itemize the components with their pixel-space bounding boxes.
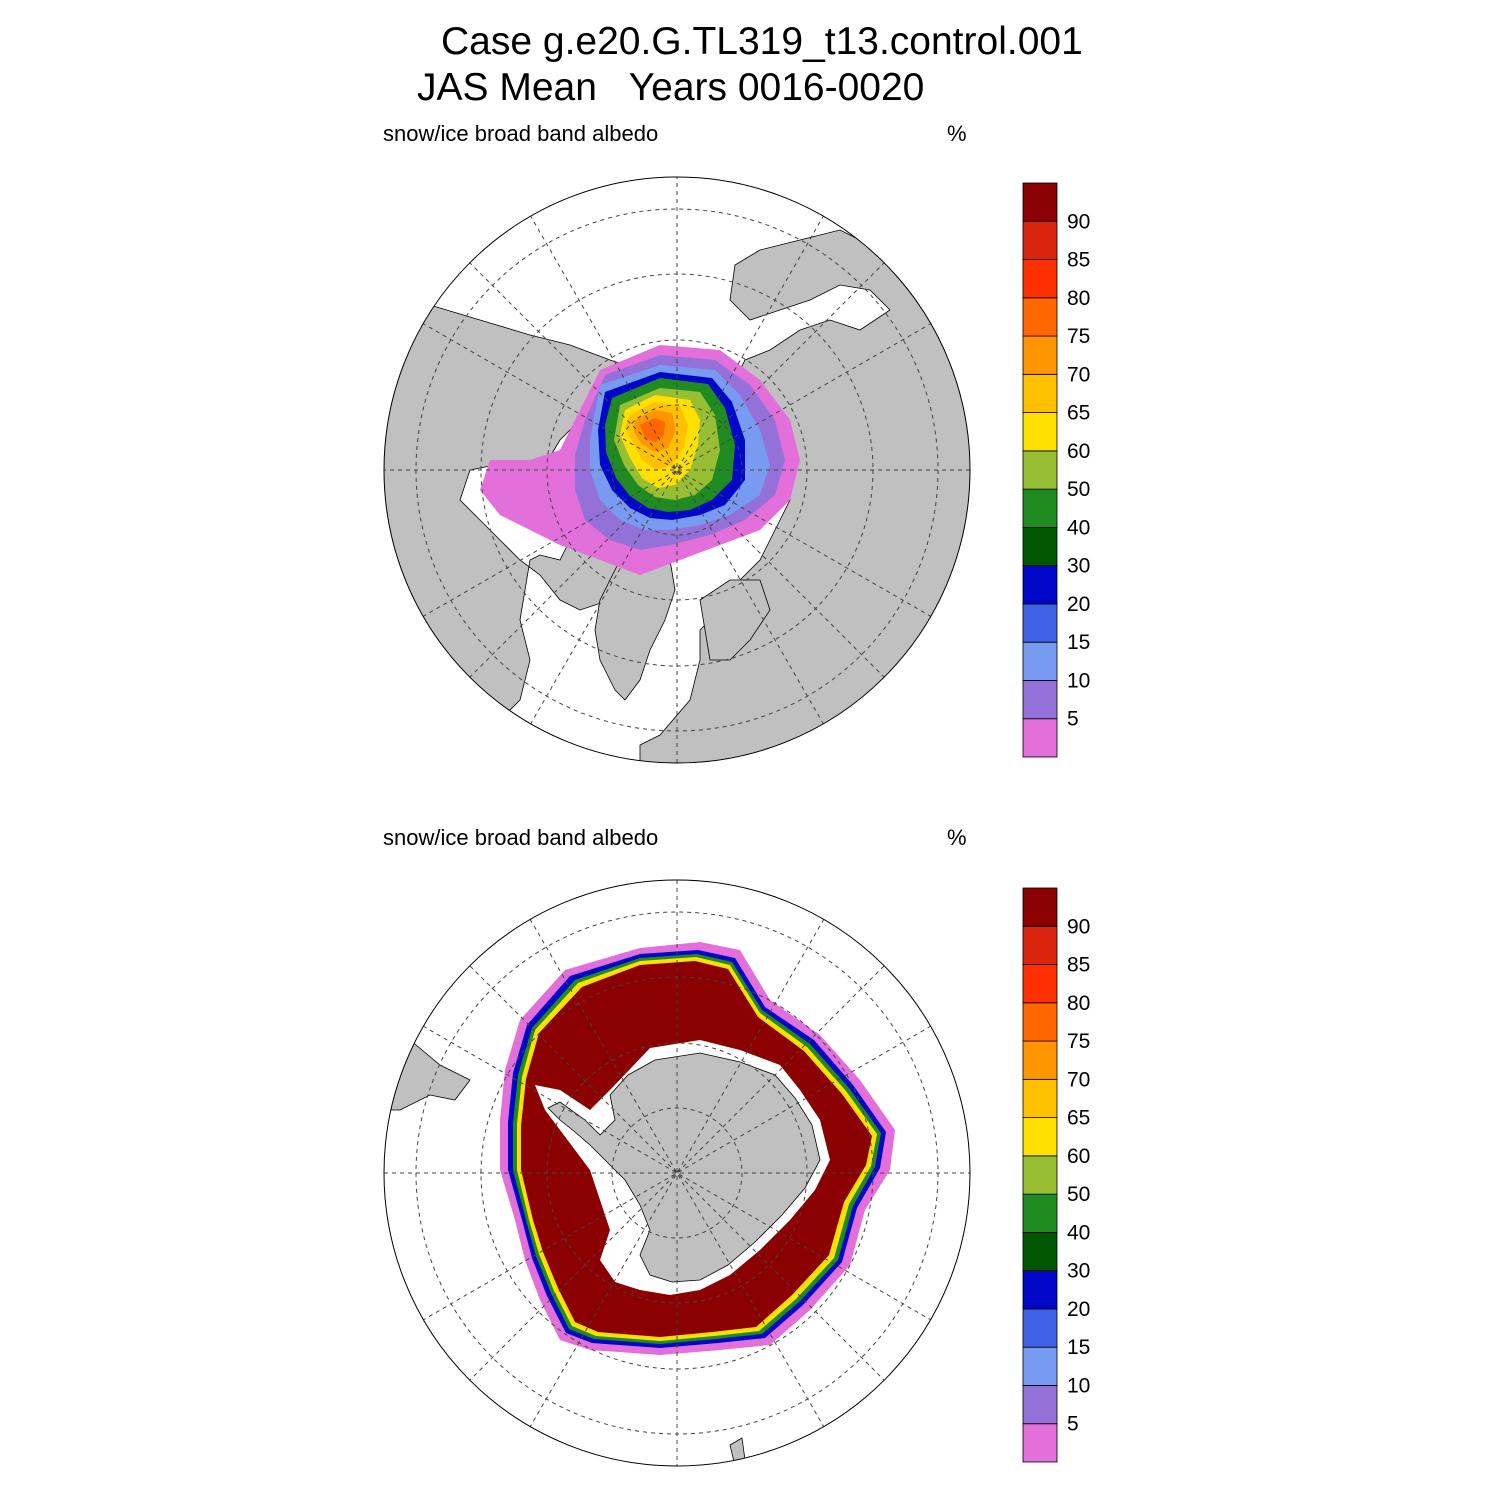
north-colorbar-tick-label: 10 <box>1067 669 1090 692</box>
south-colorbar-tick-label: 60 <box>1067 1145 1090 1168</box>
south-polar-map <box>383 879 971 1467</box>
north-colorbar-tick-label: 30 <box>1067 555 1090 578</box>
north-colorbar-box-8 <box>1022 412 1058 452</box>
south-colorbar-tick-label: 65 <box>1067 1107 1090 1130</box>
north-colorbar-tick-label: 85 <box>1067 249 1090 272</box>
north-colorbar-tick-label: 20 <box>1067 593 1090 616</box>
south-colorbar-box-7 <box>1022 1155 1058 1195</box>
north-colorbar-tick-label: 65 <box>1067 402 1090 425</box>
north-colorbar: 5 10 15 20 30 40 50 60 65 70 75 80 85 90 <box>1022 182 1090 758</box>
north-colorbar-tick-label: 75 <box>1067 325 1090 348</box>
north-variable-label: snow/ice broad band albedo <box>383 121 659 146</box>
south-colorbar-box-12 <box>1022 964 1058 1004</box>
south-colorbar-box-2 <box>1022 1346 1058 1386</box>
south-colorbar-box-4 <box>1022 1270 1058 1310</box>
north-colorbar-box-5 <box>1022 526 1058 567</box>
north-land-scandinavia <box>699 579 771 661</box>
north-colorbar-box-3 <box>1022 603 1058 643</box>
north-map-border <box>383 176 971 764</box>
north-colorbar-tick-label: 50 <box>1067 478 1090 501</box>
south-colorbar-tick-label: 85 <box>1067 954 1090 977</box>
south-colorbar-box-13 <box>1022 925 1058 965</box>
south-colorbar-tick-label: 40 <box>1067 1221 1090 1244</box>
north-colorbar-box-13 <box>1022 220 1058 260</box>
north-colorbar-tick-label: 40 <box>1067 516 1090 539</box>
south-colorbar-box-5 <box>1022 1231 1058 1272</box>
north-colorbar-box-10 <box>1022 335 1058 375</box>
south-colorbar-tick-label: 20 <box>1067 1298 1090 1321</box>
north-colorbar-tick-label: 5 <box>1067 708 1079 731</box>
south-colorbar-box-8 <box>1022 1117 1058 1157</box>
main-title-case: Case g.e20.G.TL319_t13.control.001 <box>441 20 1083 63</box>
north-colorbar-tick-label: 60 <box>1067 440 1090 463</box>
north-colorbar-box-11 <box>1022 297 1058 337</box>
north-colorbar-box-9 <box>1022 373 1058 413</box>
north-colorbar-box-1 <box>1022 680 1058 720</box>
north-colorbar-box-0 <box>1022 718 1058 758</box>
north-colorbar-tick-label: 15 <box>1067 631 1090 654</box>
north-colorbar-box-4 <box>1022 565 1058 605</box>
south-colorbar-box-11 <box>1022 1002 1058 1042</box>
south-colorbar-box-14 <box>1022 887 1058 927</box>
south-colorbar-tick-label: 70 <box>1067 1068 1090 1091</box>
north-polar-map <box>383 176 971 764</box>
south-colorbar-box-1 <box>1022 1385 1058 1425</box>
south-colorbar-tick-label: 90 <box>1067 915 1090 938</box>
north-colorbar-tick-label: 80 <box>1067 287 1090 310</box>
south-colorbar-box-6 <box>1022 1193 1058 1233</box>
north-colorbar-box-2 <box>1022 641 1058 681</box>
south-map-border <box>383 879 971 1467</box>
north-colorbar-tick-label: 70 <box>1067 363 1090 386</box>
south-colorbar-tick-label: 10 <box>1067 1374 1090 1397</box>
south-colorbar-box-0 <box>1022 1423 1058 1463</box>
south-variable-label: snow/ice broad band albedo <box>383 825 659 850</box>
south-colorbar-box-10 <box>1022 1040 1058 1080</box>
south-colorbar-tick-label: 30 <box>1067 1260 1090 1283</box>
north-colorbar-box-12 <box>1022 259 1058 299</box>
south-colorbar-box-9 <box>1022 1078 1058 1118</box>
south-colorbar-tick-label: 15 <box>1067 1336 1090 1359</box>
south-graticule <box>384 880 970 1466</box>
north-colorbar-box-6 <box>1022 488 1058 528</box>
south-colorbar-tick-label: 50 <box>1067 1183 1090 1206</box>
south-colorbar-tick-label: 5 <box>1067 1413 1079 1436</box>
main-title-period: JAS Mean Years 0016-0020 <box>417 66 925 109</box>
south-colorbar-tick-label: 80 <box>1067 992 1090 1015</box>
north-colorbar-box-14 <box>1022 182 1058 222</box>
north-ice-band-80 <box>640 418 665 442</box>
north-colorbar-box-7 <box>1022 450 1058 490</box>
south-land-antarctica <box>547 1052 821 1283</box>
north-colorbar-tick-label: 90 <box>1067 210 1090 233</box>
north-units-label: % <box>947 121 967 146</box>
south-colorbar-box-3 <box>1022 1308 1058 1348</box>
south-colorbar: 5 10 15 20 30 40 50 60 65 70 75 80 85 90 <box>1022 887 1090 1463</box>
north-graticule <box>384 177 970 763</box>
south-colorbar-tick-label: 75 <box>1067 1030 1090 1053</box>
south-units-label: % <box>947 825 967 850</box>
